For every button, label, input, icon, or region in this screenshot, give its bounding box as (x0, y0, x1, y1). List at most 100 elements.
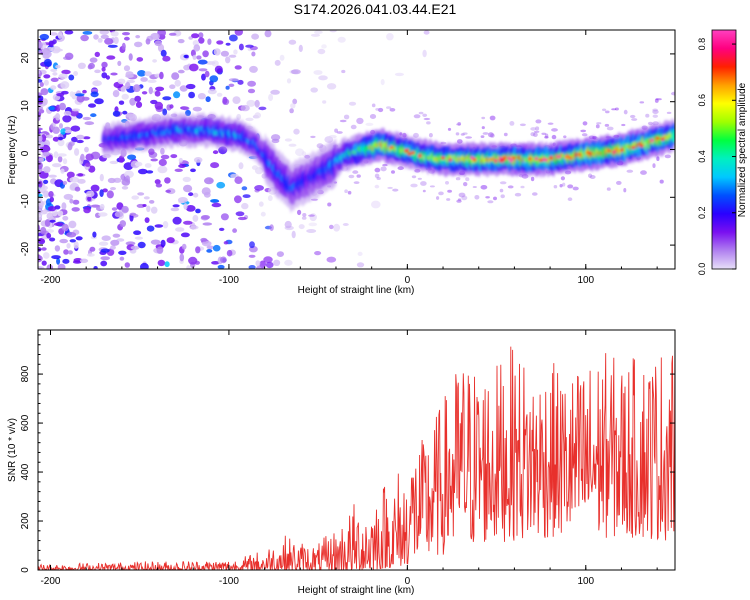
noise-blob (160, 239, 166, 248)
noise-blob (410, 183, 418, 188)
ridge-peak (607, 149, 612, 153)
noise-blob (210, 199, 219, 203)
noise-blob (196, 55, 202, 60)
noise-blob (55, 113, 61, 121)
noise-blob (61, 223, 69, 232)
noise-blob (172, 216, 182, 225)
ridge-peak (527, 157, 532, 161)
noise-blob (129, 97, 136, 106)
noise-blob (342, 223, 349, 226)
noise-blob (192, 192, 199, 198)
noise-blob (185, 205, 196, 212)
noise-blob (422, 189, 426, 193)
noise-blob (559, 184, 563, 188)
noise-blob (310, 33, 321, 37)
ridge-peak (440, 156, 445, 160)
ridge-peak (568, 156, 573, 160)
noise-blob (110, 187, 116, 191)
noise-blob (178, 164, 187, 168)
noise-blob (220, 213, 229, 221)
noise-blob (100, 248, 110, 253)
noise-blob (369, 114, 377, 119)
noise-blob (254, 112, 261, 119)
noise-blob (141, 91, 148, 95)
noise-blob (162, 221, 169, 229)
noise-blob (185, 83, 196, 90)
noise-blob (352, 170, 359, 174)
y-tick-label: 0 (20, 567, 31, 573)
noise-blob (150, 206, 158, 214)
noise-blob (195, 208, 201, 214)
noise-blob (172, 204, 180, 208)
ridge-peak (493, 159, 498, 163)
noise-blob (177, 39, 185, 44)
noise-blob (143, 196, 150, 200)
noise-blob (75, 93, 85, 97)
noise-blob (533, 132, 538, 137)
noise-blob (423, 30, 430, 35)
noise-blob (43, 252, 50, 259)
colorbar-tick-label: 0.2 (697, 207, 707, 220)
noise-blob (192, 54, 197, 60)
noise-blob (146, 170, 154, 174)
colorbar-ticks: 0.0 0.2 0.4 0.6 0.8 (697, 38, 736, 275)
noise-blob (288, 143, 297, 147)
noise-blob (652, 163, 656, 169)
noise-blob (490, 133, 495, 138)
noise-blob (144, 217, 150, 224)
noise-blob (118, 155, 125, 163)
noise-blob (183, 184, 193, 193)
noise-blob (117, 60, 122, 66)
noise-blob (544, 133, 549, 139)
noise-blob (249, 241, 255, 249)
noise-blob (124, 36, 130, 41)
noise-blob (68, 74, 75, 81)
noise-blob (333, 223, 341, 232)
noise-blob (62, 158, 68, 165)
noise-blob (63, 249, 69, 255)
noise-blob (50, 85, 57, 90)
noise-blob (206, 245, 214, 250)
ridge-peak (417, 154, 422, 158)
noise-blob (247, 80, 256, 87)
noise-blob (110, 31, 119, 37)
noise-blob (57, 156, 63, 163)
noise-blob (582, 121, 588, 126)
noise-blob (417, 177, 422, 180)
noise-blob (202, 222, 213, 226)
noise-blob (572, 186, 579, 191)
noise-blob (645, 113, 650, 118)
noise-blob (68, 220, 77, 229)
noise-blob (61, 69, 71, 75)
y-tick-label: 200 (20, 512, 31, 529)
noise-blob (165, 189, 171, 193)
noise-blob (192, 106, 202, 112)
noise-blob (121, 178, 131, 186)
noise-blob (205, 61, 216, 65)
noise-blob (38, 180, 43, 188)
noise-blob (251, 165, 258, 170)
noise-blob (88, 103, 96, 108)
noise-blob (48, 174, 57, 178)
noise-blob (611, 108, 617, 111)
noise-blob (66, 231, 77, 238)
noise-blob (85, 190, 95, 198)
noise-blob (422, 49, 427, 58)
noise-blob (61, 202, 67, 210)
noise-blob (234, 65, 242, 70)
spectral-ridge-layer (101, 111, 675, 214)
noise-blob (551, 128, 558, 132)
noise-blob (596, 122, 602, 125)
noise-blob (197, 93, 206, 100)
colorbar-label: Normalized spectral amplitude (737, 82, 748, 217)
noise-blob (532, 192, 538, 196)
ridge-peak (538, 158, 543, 162)
noise-blob (314, 30, 323, 35)
noise-blob (119, 220, 127, 228)
noise-blob (514, 192, 522, 197)
noise-blob (99, 203, 105, 210)
noise-blob (211, 202, 222, 208)
noise-blob (204, 70, 210, 78)
noise-blob (74, 186, 81, 192)
noise-blob (157, 259, 166, 267)
